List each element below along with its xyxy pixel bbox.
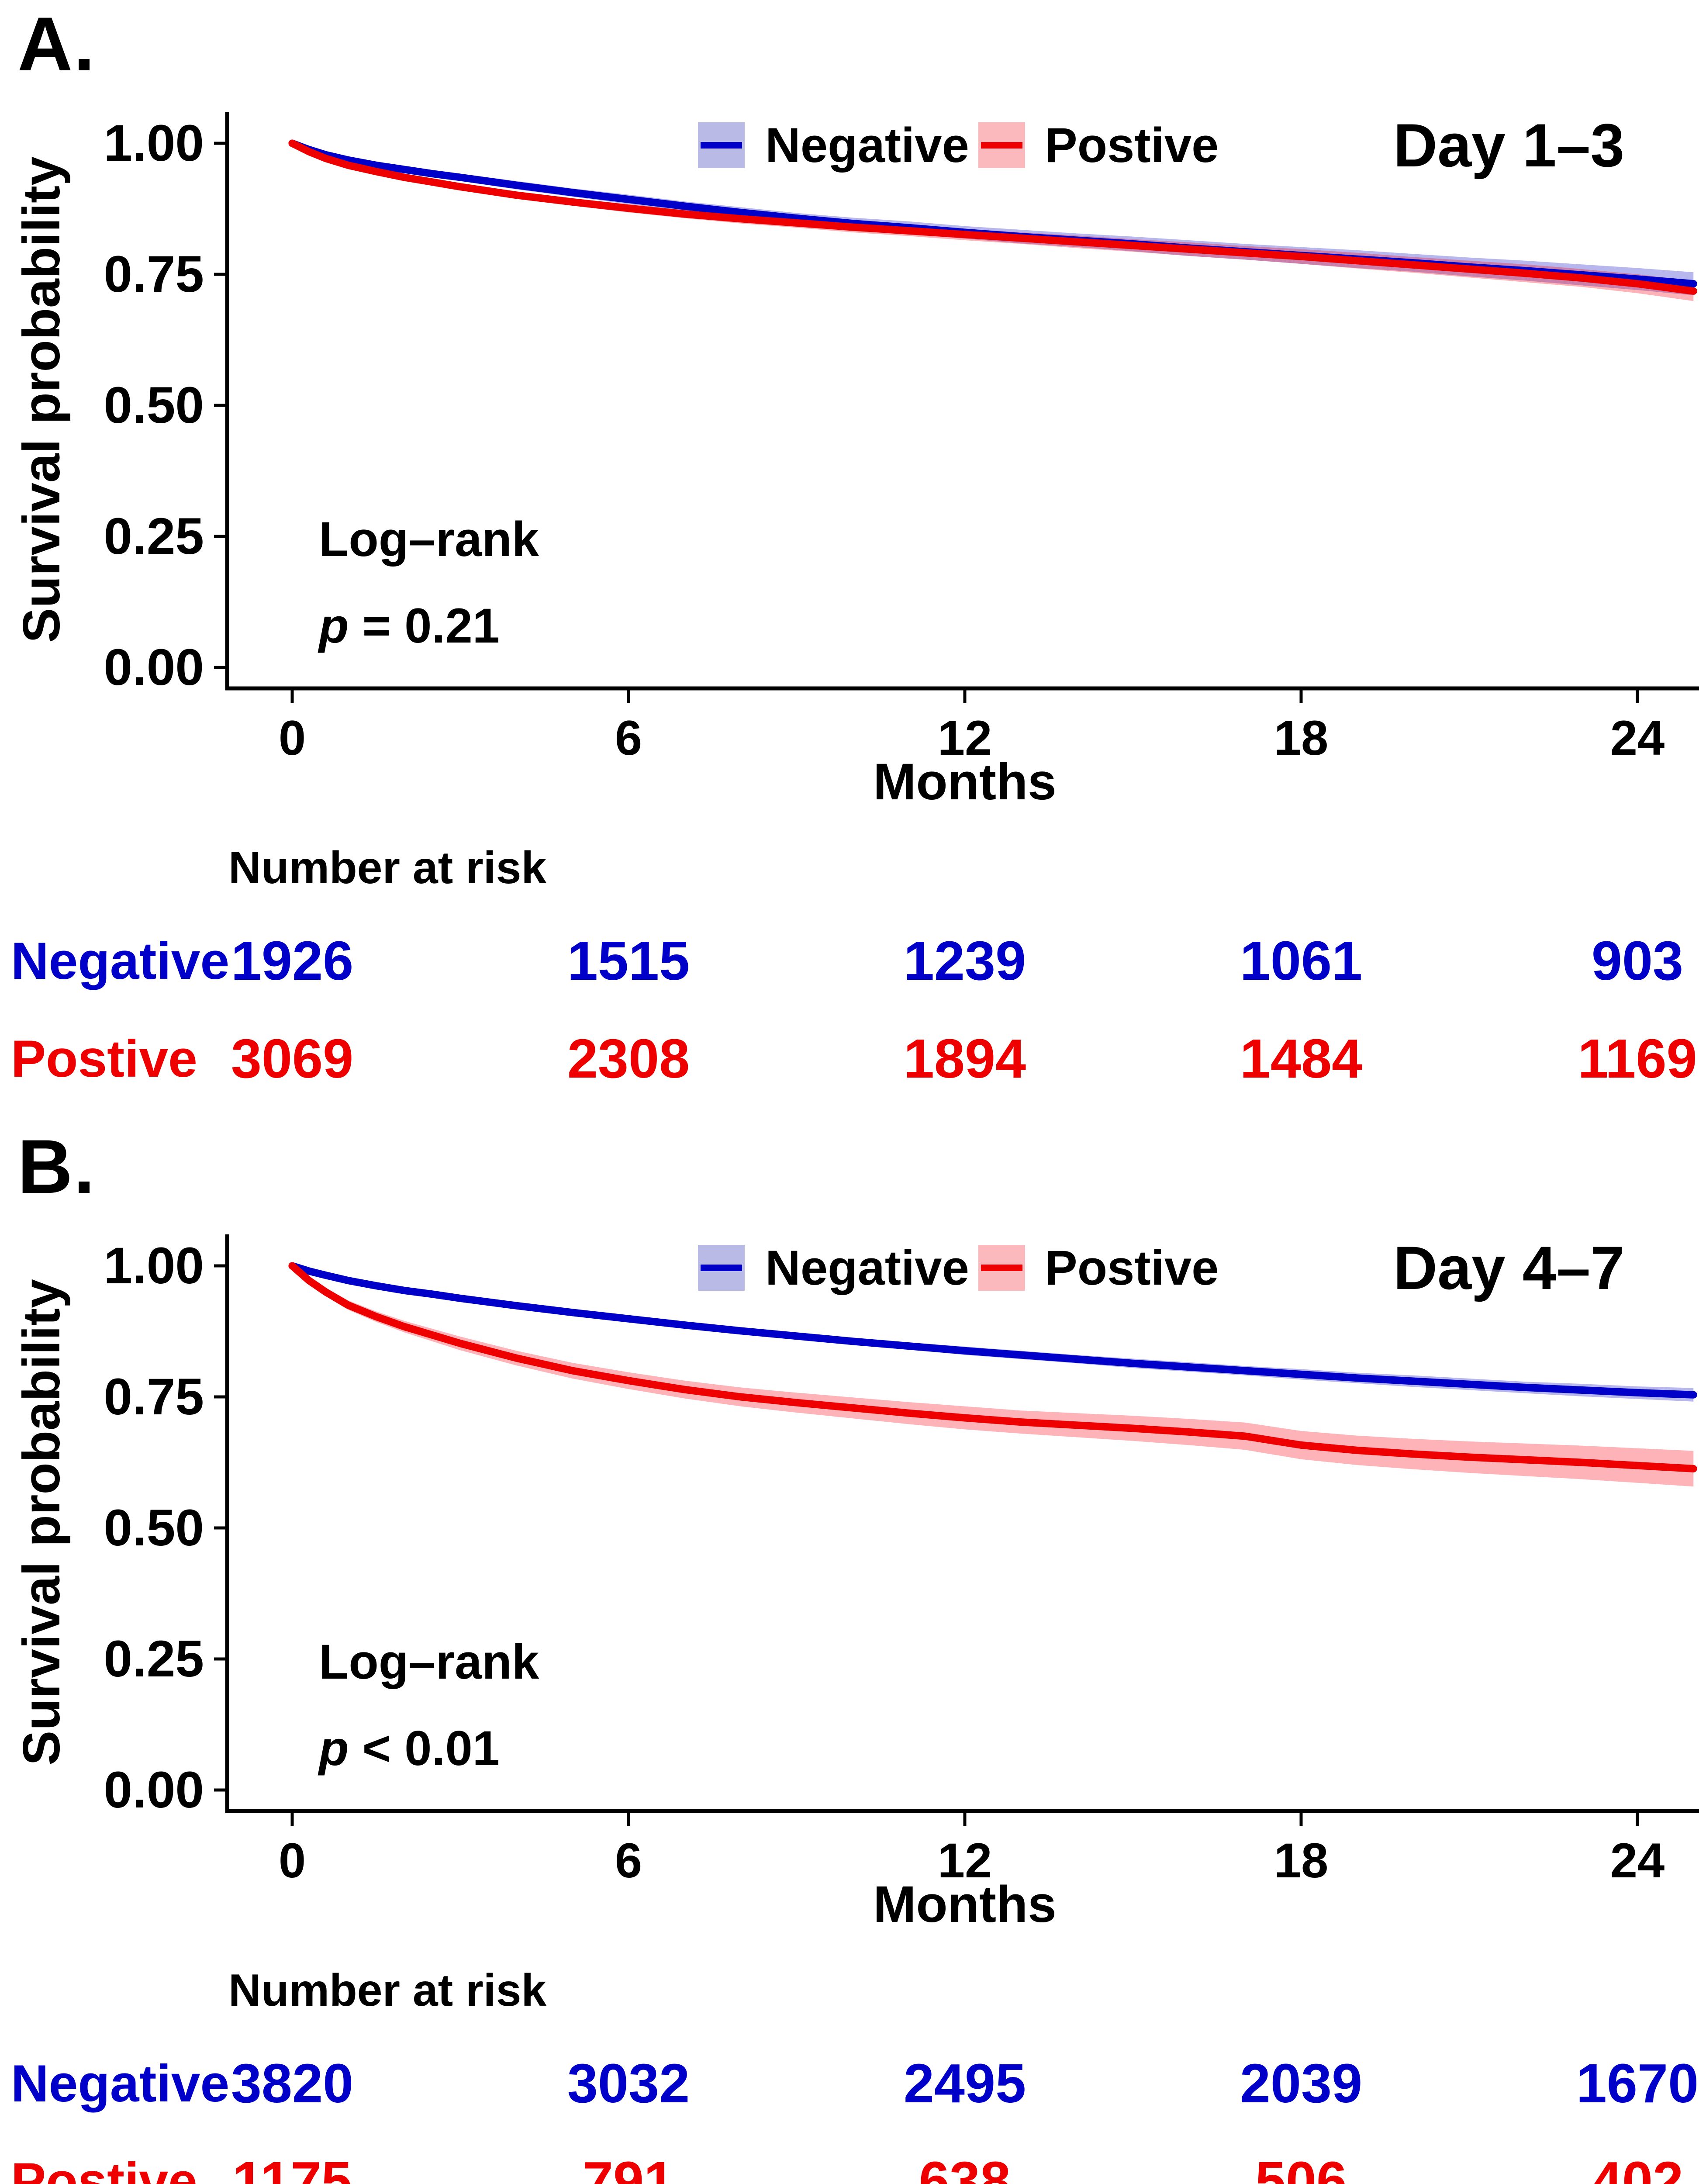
risk-row-label-negative-b: Negative <box>11 2054 230 2113</box>
p-value-text-a: = 0.21 <box>349 598 500 653</box>
p-value-text-b: < 0.01 <box>349 1721 500 1776</box>
km-curve-negative <box>288 1262 1697 1399</box>
x-tick-label-6: 6 <box>615 1833 642 1888</box>
risk-count-postive-m24: 1169 <box>1578 1028 1697 1089</box>
legend-label-negative: Negative <box>765 1241 969 1295</box>
y-tick-label-1.00: 1.00 <box>104 1237 204 1295</box>
risk-count-postive-m12: 1894 <box>903 1028 1026 1089</box>
risk-count-postive-m6: 791 <box>582 2150 675 2184</box>
panel-a-label: A. <box>17 2 96 87</box>
legend-line-negative <box>701 1265 742 1271</box>
legend-key-postive <box>978 1245 1025 1291</box>
risk-count-negative-m0: 1926 <box>231 930 354 992</box>
x-tick-label-6: 6 <box>615 711 642 765</box>
y-axis-title-b: Survival probability <box>12 1279 71 1766</box>
risk-count-postive-m6: 2308 <box>567 1028 690 1089</box>
risk-count-postive-m12: 638 <box>919 2150 1011 2184</box>
x-tick-label-24: 24 <box>1610 711 1665 765</box>
risk-row-label-negative-a: Negative <box>11 932 230 990</box>
x-tick-label-12: 12 <box>937 711 992 765</box>
logrank-p-value-a: p = 0.21 <box>319 600 500 652</box>
risk-count-negative-m0: 3820 <box>231 2053 354 2114</box>
risk-table-header-b: Number at risk <box>228 1965 547 2016</box>
risk-count-negative-m18: 2039 <box>1240 2053 1363 2114</box>
y-tick-label-0.75: 0.75 <box>104 1368 204 1426</box>
y-tick-label-0.00: 0.00 <box>104 1761 204 1819</box>
km-chart-b <box>214 1234 1699 1826</box>
x-tick-label-0: 0 <box>278 711 306 765</box>
legend-line-postive <box>981 142 1022 149</box>
risk-count-postive-m24: 402 <box>1591 2150 1684 2184</box>
x-tick-label-12: 12 <box>937 1833 992 1888</box>
risk-count-negative-m6: 3032 <box>567 2053 690 2114</box>
km-curve-postive <box>288 1262 1697 1472</box>
risk-row-label-postive-a: Postive <box>11 1030 197 1088</box>
y-tick-label-0.50: 0.50 <box>104 1499 204 1557</box>
x-axis-title-a: Months <box>873 753 1057 811</box>
legend-key-negative <box>698 1245 745 1291</box>
risk-row-label-postive-b: Postive <box>11 2152 197 2184</box>
legend-key-negative <box>698 122 745 168</box>
y-tick-label-0.00: 0.00 <box>104 639 204 696</box>
risk-count-negative-m12: 1239 <box>903 930 1026 992</box>
legend-line-negative <box>701 142 742 149</box>
y-tick-label-0.25: 0.25 <box>104 1630 204 1688</box>
legend-label-postive: Postive <box>1045 118 1219 173</box>
y-tick-label-0.75: 0.75 <box>104 245 204 303</box>
risk-count-postive-m18: 506 <box>1255 2150 1347 2184</box>
y-axis-title-a: Survival probability <box>12 156 71 643</box>
y-tick-label-0.25: 0.25 <box>104 508 204 565</box>
km-chart-a <box>214 112 1699 703</box>
logrank-test-label-a: Log–rank <box>319 512 539 567</box>
panel-a-title: Day 1–3 <box>1393 111 1625 180</box>
legend-line-postive <box>981 1265 1022 1271</box>
panel-b-label: B. <box>17 1124 96 1209</box>
x-axis-title-b: Months <box>873 1876 1057 1933</box>
km-curve-postive <box>288 139 1697 295</box>
logrank-p-value-b: p < 0.01 <box>319 1722 500 1775</box>
panel-a: A. Survival probability Negative Postive… <box>11 2 1699 1089</box>
logrank-test-label-b: Log–rank <box>319 1635 539 1689</box>
p-symbol-a: p <box>319 598 349 653</box>
risk-count-postive-m0: 1175 <box>232 2150 352 2184</box>
risk-count-negative-m6: 1515 <box>567 930 690 992</box>
risk-count-negative-m24: 903 <box>1591 930 1684 992</box>
risk-table-header-a: Number at risk <box>228 843 547 893</box>
panel-b-title: Day 4–7 <box>1393 1234 1625 1302</box>
risk-count-postive-m0: 3069 <box>231 1028 354 1089</box>
legend-key-postive <box>978 122 1025 168</box>
p-symbol-b: p <box>319 1721 349 1776</box>
x-tick-label-18: 18 <box>1274 1833 1329 1888</box>
risk-count-negative-m12: 2495 <box>903 2053 1026 2114</box>
legend-label-postive: Postive <box>1045 1241 1219 1295</box>
risk-count-negative-m24: 1670 <box>1576 2053 1699 2114</box>
legend-label-negative: Negative <box>765 118 969 173</box>
risk-count-negative-m18: 1061 <box>1240 930 1363 992</box>
x-tick-label-24: 24 <box>1610 1833 1665 1888</box>
risk-count-postive-m18: 1484 <box>1240 1028 1363 1089</box>
panel-b: B. Survival probability Negative Postive… <box>0 1123 1699 2184</box>
x-tick-label-0: 0 <box>278 1833 306 1888</box>
y-tick-label-0.50: 0.50 <box>104 377 204 434</box>
y-tick-label-1.00: 1.00 <box>104 114 204 172</box>
x-tick-label-18: 18 <box>1274 711 1329 765</box>
